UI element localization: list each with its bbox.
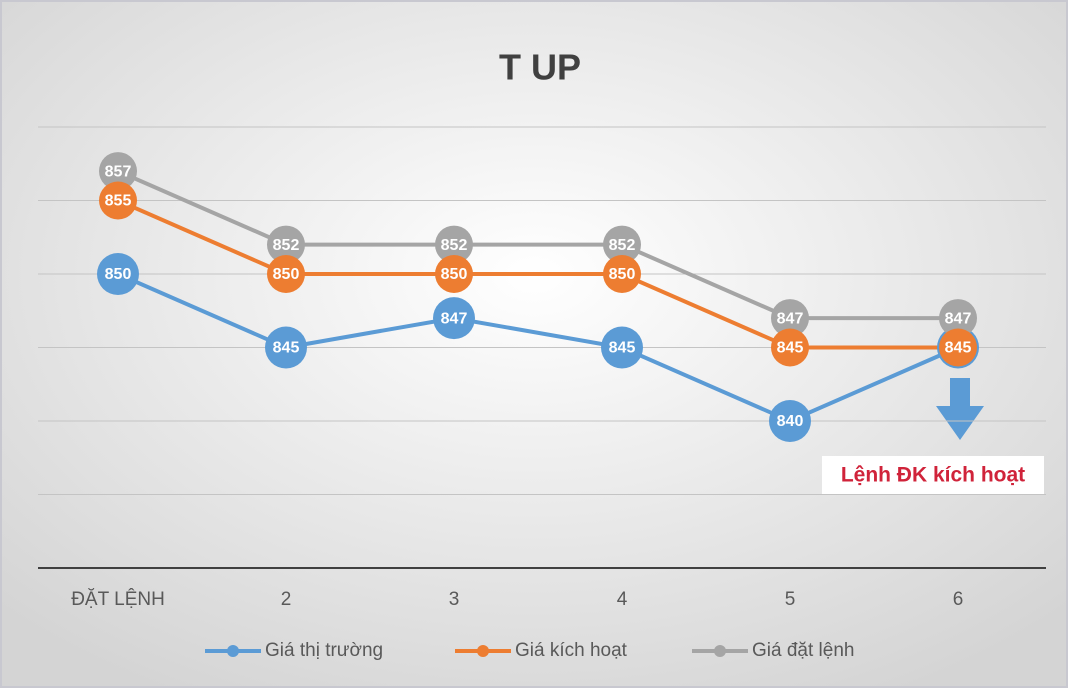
data-label: 850 bbox=[273, 266, 300, 283]
x-tick-label: 4 bbox=[617, 589, 628, 610]
data-label: 847 bbox=[441, 310, 468, 327]
data-label: 852 bbox=[441, 237, 468, 254]
legend-marker bbox=[714, 645, 726, 657]
data-label: 852 bbox=[273, 237, 300, 254]
data-label: 850 bbox=[441, 266, 468, 283]
chart-title: T UP bbox=[499, 47, 581, 88]
legend-label: Giá đặt lệnh bbox=[752, 640, 854, 661]
series-line bbox=[117, 169, 958, 321]
marker bbox=[603, 225, 641, 264]
marker bbox=[435, 255, 473, 293]
marker bbox=[267, 225, 305, 264]
annotation-arrow bbox=[936, 378, 984, 440]
data-label: 855 bbox=[105, 193, 132, 210]
legend-label: Giá thị trường bbox=[265, 640, 383, 661]
marker bbox=[771, 299, 809, 338]
marker bbox=[939, 299, 977, 338]
marker bbox=[99, 181, 137, 220]
marker bbox=[267, 255, 305, 293]
series-line bbox=[117, 198, 958, 350]
x-tick-label: 2 bbox=[281, 589, 292, 610]
data-label: 840 bbox=[777, 413, 804, 430]
data-label: 847 bbox=[945, 310, 972, 327]
marker bbox=[771, 328, 809, 367]
data-label: 847 bbox=[777, 310, 804, 327]
data-label: 857 bbox=[105, 163, 132, 180]
data-label: 850 bbox=[105, 266, 132, 283]
legend-marker bbox=[477, 645, 489, 657]
series-line bbox=[117, 272, 959, 424]
data-label: 852 bbox=[609, 237, 636, 254]
marker bbox=[603, 255, 641, 293]
marker bbox=[265, 326, 307, 369]
data-label: 845 bbox=[609, 340, 636, 357]
x-tick-label: ĐẶT LỆNH bbox=[71, 588, 165, 610]
marker bbox=[769, 400, 811, 442]
x-tick-label: 5 bbox=[785, 589, 796, 610]
marker bbox=[939, 328, 977, 367]
marker bbox=[433, 297, 475, 340]
data-label: 845 bbox=[273, 340, 300, 357]
marker bbox=[97, 253, 139, 295]
annotation-box bbox=[822, 456, 1044, 494]
x-tick-label: 3 bbox=[449, 589, 460, 610]
legend-marker bbox=[227, 645, 239, 657]
legend-label: Giá kích hoạt bbox=[515, 640, 628, 661]
data-label: 845 bbox=[777, 340, 804, 357]
x-tick-label: 6 bbox=[953, 589, 964, 610]
data-label: 845 bbox=[945, 340, 972, 357]
marker bbox=[435, 225, 473, 264]
data-label: 850 bbox=[609, 266, 636, 283]
marker bbox=[99, 152, 137, 191]
marker bbox=[601, 326, 643, 369]
annotation: Lệnh ĐK kích hoạt bbox=[841, 464, 1025, 487]
